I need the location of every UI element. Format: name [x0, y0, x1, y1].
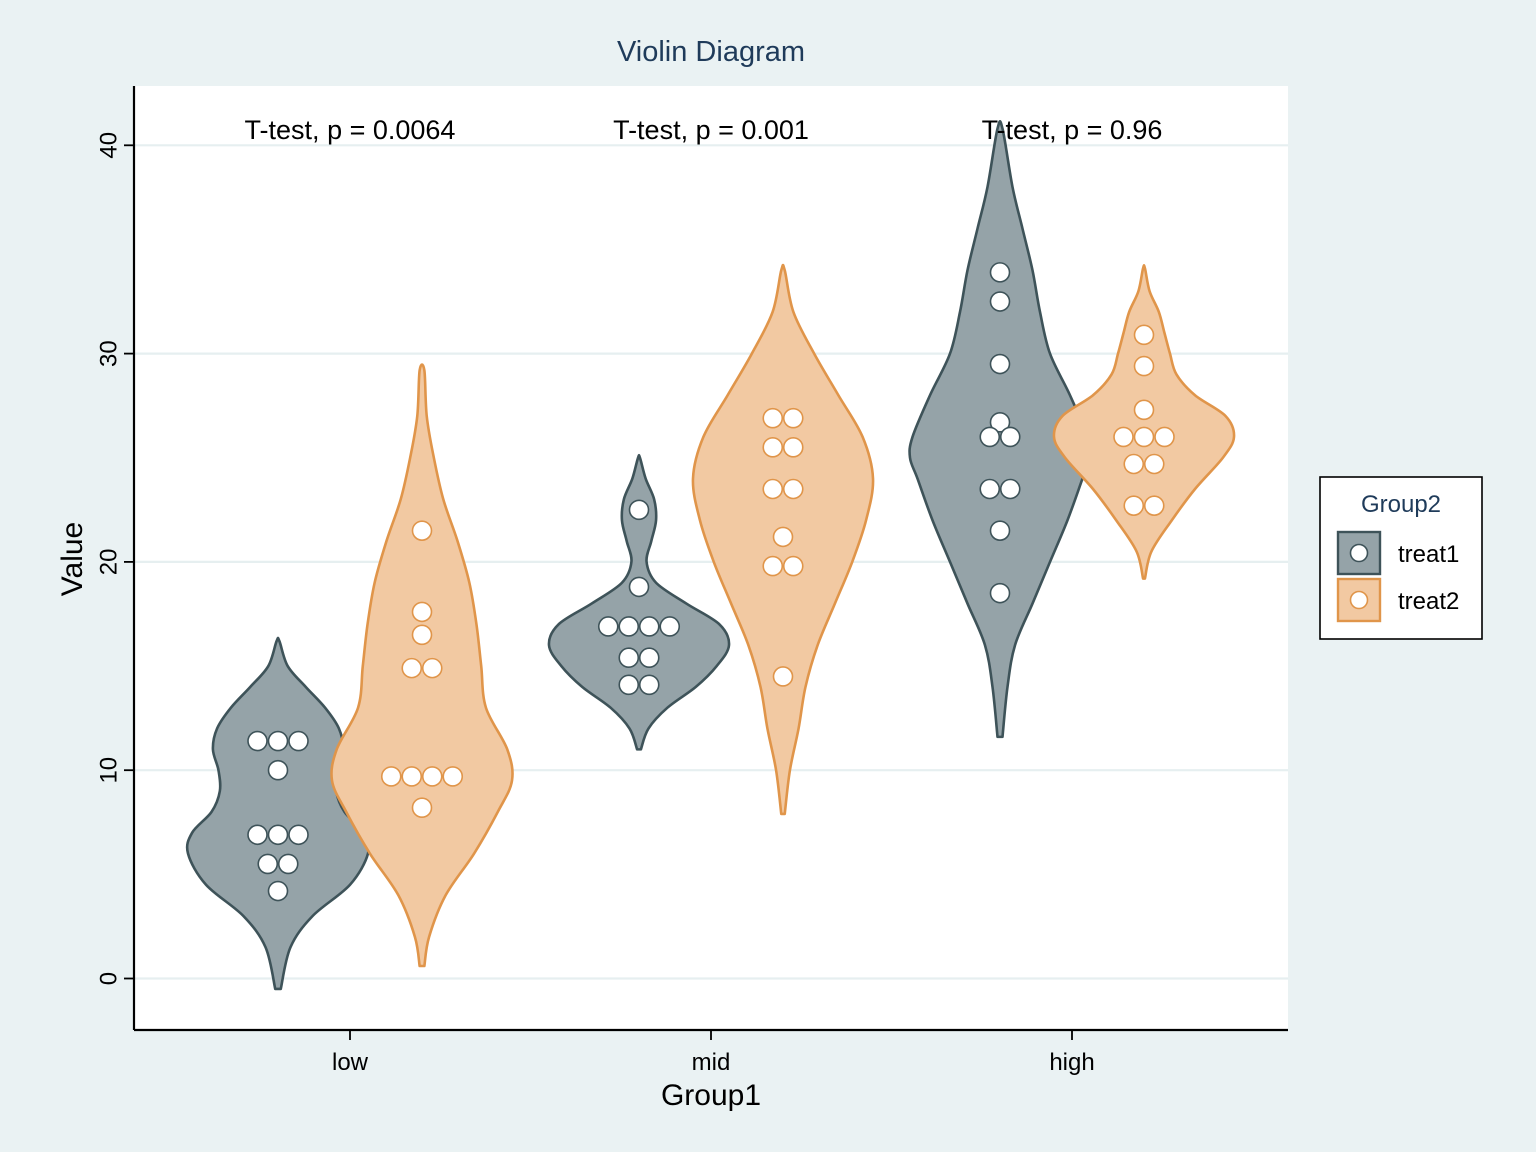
data-point-treat2-mid	[762, 555, 784, 577]
data-point-treat1-high	[999, 478, 1021, 500]
data-point-treat1-high	[999, 426, 1021, 448]
violin-treat1-mid	[547, 453, 731, 751]
data-point-treat1-mid	[638, 647, 660, 669]
data-point-treat1-low	[267, 759, 289, 781]
x-tick-label: low	[332, 1049, 369, 1076]
data-point-treat2-high	[1123, 453, 1145, 475]
violin-treat2-high	[1052, 264, 1236, 580]
data-point-treat2-mid	[762, 437, 784, 458]
data-point-treat1-mid	[597, 616, 619, 637]
data-point-treat2-low	[401, 657, 423, 679]
data-point-treat1-mid	[628, 499, 650, 521]
data-point-treat1-high	[989, 262, 1011, 283]
data-point-treat1-mid	[628, 576, 650, 598]
data-point-treat2-low	[421, 657, 443, 679]
data-point-treat1-low	[267, 824, 289, 846]
data-point-treat1-mid	[618, 647, 640, 669]
y-tick-label: 10	[95, 757, 122, 784]
data-point-treat2-mid	[762, 407, 784, 429]
data-point-treat2-low	[401, 766, 423, 787]
data-point-treat2-mid	[772, 666, 794, 687]
data-point-treat2-high	[1133, 399, 1155, 421]
data-point-treat2-mid	[782, 437, 804, 458]
data-point-treat2-high	[1133, 355, 1155, 377]
data-point-treat1-mid	[618, 616, 640, 637]
data-point-treat2-high	[1143, 495, 1165, 516]
x-tick-label: mid	[692, 1049, 731, 1076]
y-axis-title: Value	[56, 522, 89, 597]
data-point-treat2-low	[421, 766, 443, 787]
data-point-treat2-mid	[782, 555, 804, 577]
data-point-treat2-high	[1154, 426, 1175, 448]
data-point-treat2-mid	[782, 407, 804, 429]
violin-treat2-low	[330, 363, 514, 968]
data-point-treat2-high	[1113, 426, 1134, 448]
data-point-treat1-low	[247, 824, 268, 846]
data-point-treat2-low	[411, 520, 433, 541]
data-point-treat1-high	[989, 412, 1011, 433]
data-point-treat2-high	[1123, 495, 1145, 516]
data-point-treat2-high	[1133, 324, 1155, 346]
data-point-treat1-low	[288, 824, 309, 846]
data-point-treat1-high	[979, 426, 1001, 448]
legend-label-treat1: treat1	[1398, 541, 1459, 568]
data-point-treat1-low	[247, 730, 268, 752]
data-point-treat1-low	[257, 853, 279, 875]
data-point-treat1-low	[267, 880, 289, 902]
y-tick-label: 30	[95, 340, 122, 367]
annotation-high: T-test, p = 0.96	[982, 115, 1163, 145]
legend-label-treat2: treat2	[1398, 588, 1459, 615]
data-point-treat1-high	[989, 582, 1011, 604]
data-point-treat2-low	[411, 797, 433, 818]
data-point-treat2-low	[442, 766, 464, 787]
data-point-treat1-low	[267, 730, 289, 752]
data-point-treat2-low	[411, 624, 433, 646]
y-tick-label: 0	[95, 972, 122, 985]
data-point-treat2-mid	[782, 478, 804, 500]
data-point-treat1-high	[989, 520, 1011, 541]
data-point-treat2-high	[1143, 453, 1165, 475]
data-point-treat2-mid	[762, 478, 784, 500]
x-axis-title: Group1	[661, 1079, 761, 1112]
axes: 0 10 20 30 40 low mid high	[95, 86, 1288, 1076]
data-point-treat1-mid	[659, 616, 681, 637]
legend-marker-treat1	[1349, 543, 1369, 563]
data-point-treat1-high	[989, 291, 1011, 312]
data-point-treat2-low	[380, 766, 402, 787]
data-point-treat1-high	[989, 353, 1011, 375]
y-tick-label: 20	[95, 549, 122, 576]
data-point-treat1-low	[277, 853, 299, 875]
legend-marker-treat2	[1349, 590, 1369, 610]
data-point-treat1-mid	[638, 674, 660, 696]
data-point-treat1-mid	[638, 616, 660, 637]
y-tick-label: 40	[95, 132, 122, 159]
data-point-treat1-low	[288, 730, 309, 752]
chart-title: Violin Diagram	[617, 36, 805, 68]
data-point-treat1-high	[979, 478, 1001, 500]
legend: Group2 treat1 treat2	[1319, 476, 1483, 640]
x-tick-label: high	[1049, 1049, 1094, 1076]
annotation-low: T-test, p = 0.0064	[245, 115, 456, 145]
data-point-treat2-low	[411, 601, 433, 623]
data-point-treat2-mid	[772, 526, 794, 548]
data-point-treat1-mid	[618, 674, 640, 696]
annotations: T-test, p = 0.0064 T-test, p = 0.001 T-tes…	[245, 115, 1163, 145]
annotation-mid: T-test, p = 0.001	[613, 115, 809, 145]
data-points	[247, 262, 1175, 902]
legend-title: Group2	[1361, 491, 1441, 518]
data-point-treat2-high	[1133, 426, 1155, 448]
